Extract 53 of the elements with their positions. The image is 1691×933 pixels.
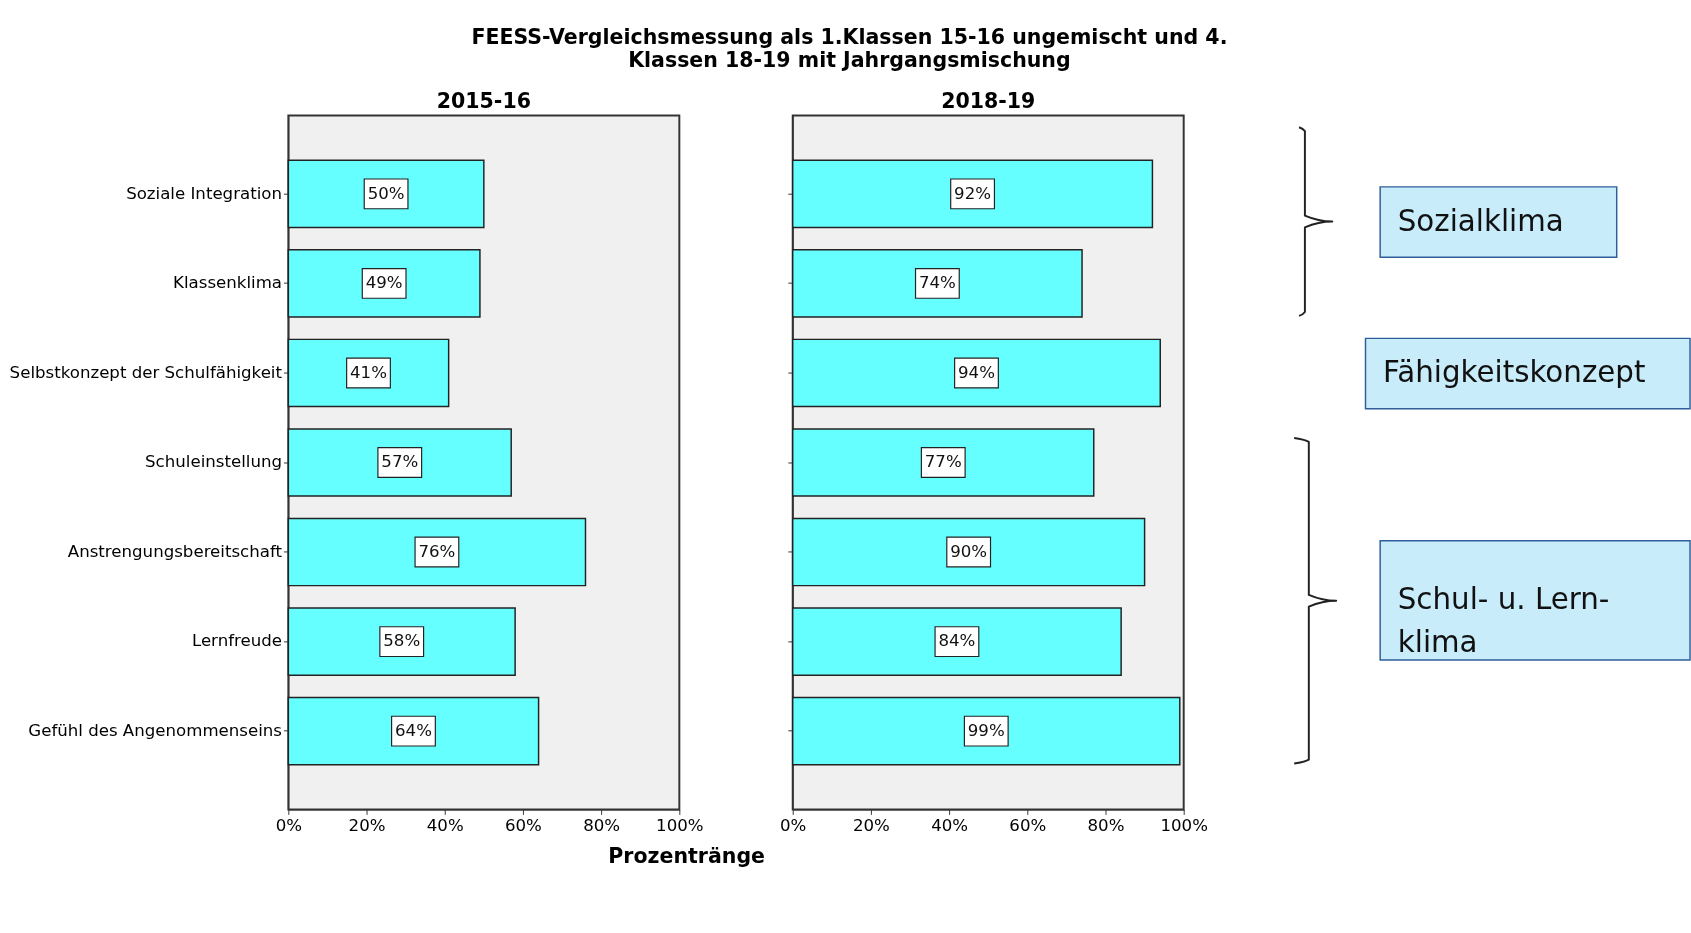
data-label: 94% xyxy=(958,362,995,382)
y-tick-label: Anstrengungsbereitschaft xyxy=(67,541,283,561)
x-tick-label: 60% xyxy=(504,816,542,836)
bar xyxy=(287,249,481,318)
text: Klassen 18-19 mit Jahrgangsmischung xyxy=(628,47,1071,72)
data-label: 92% xyxy=(954,183,992,203)
bar xyxy=(287,517,587,587)
data-label: 84% xyxy=(938,631,976,651)
y-tick-label: Gefühl des Angenommenseins xyxy=(28,721,282,741)
data-label: 58% xyxy=(383,631,421,651)
text: Schul- u. Lern- klima xyxy=(1397,582,1610,660)
data-label: 50% xyxy=(367,183,405,203)
bar xyxy=(791,249,1083,318)
x-tick-label: 20% xyxy=(348,816,386,836)
data-label: 49% xyxy=(365,273,403,293)
bar xyxy=(287,696,540,766)
bar xyxy=(287,607,516,676)
text: Fähigkeitskonzept xyxy=(1383,355,1646,390)
y-tick-label: Selbstkonzept der Schulfähigkeit xyxy=(9,362,283,382)
y-tick-label: Schuleinstellung xyxy=(145,452,282,472)
x-tick-label: 40% xyxy=(931,816,969,836)
bar xyxy=(791,338,1161,408)
x-tick-label: 80% xyxy=(1087,816,1125,836)
y-tick-label: Klassenklima xyxy=(173,273,282,293)
x-tick-label: 40% xyxy=(426,816,464,836)
data-label: 76% xyxy=(418,541,456,561)
bar xyxy=(287,428,512,497)
data-label: 57% xyxy=(381,452,419,472)
x-tick-label: 80% xyxy=(583,816,621,836)
data-label: 99% xyxy=(967,721,1005,741)
bar xyxy=(791,159,1154,229)
x-tick-label: 0% xyxy=(275,816,303,836)
x-tick-label: 0% xyxy=(780,816,807,836)
x-tick-label: 20% xyxy=(852,816,890,836)
data-label: 90% xyxy=(950,541,988,561)
x-tick-label: 100% xyxy=(1160,816,1208,836)
bar xyxy=(791,517,1146,587)
data-label: 64% xyxy=(395,721,432,741)
data-label: 74% xyxy=(918,273,956,293)
chart-title: 2018-19 xyxy=(941,88,1036,113)
bar xyxy=(791,428,1095,497)
x-tick-label: 100% xyxy=(656,816,704,836)
data-label: 77% xyxy=(924,452,962,472)
x-axis-title: Prozentränge xyxy=(608,843,766,868)
data-label: 41% xyxy=(350,362,387,382)
text: FEESS-Vergleichsmessung als 1.Klassen 15-16 ungemischt und 4. xyxy=(471,25,1228,50)
y-tick-label: Soziale Integration xyxy=(126,183,282,203)
chart-title: 2015-16 xyxy=(436,88,531,113)
y-tick-label: Lernfreude xyxy=(191,631,282,651)
text: Sozialklima xyxy=(1397,203,1564,238)
bar xyxy=(791,696,1181,766)
x-tick-label: 60% xyxy=(1009,816,1047,836)
bar xyxy=(791,607,1122,676)
